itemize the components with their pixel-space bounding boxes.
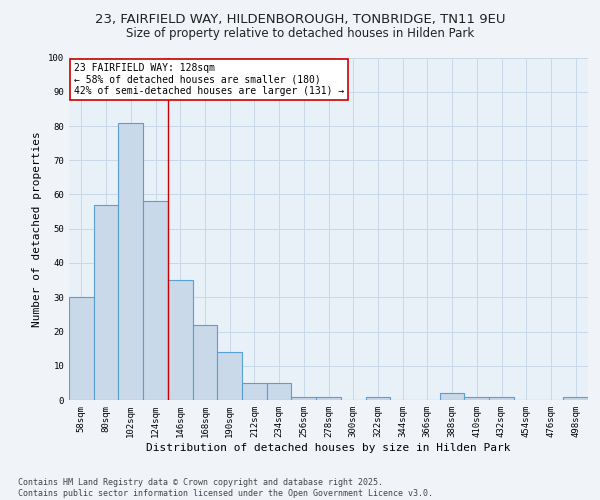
Bar	[316, 396, 341, 400]
Bar	[440, 393, 464, 400]
Bar	[464, 396, 489, 400]
Text: 23 FAIRFIELD WAY: 128sqm
← 58% of detached houses are smaller (180)
42% of semi-: 23 FAIRFIELD WAY: 128sqm ← 58% of detach…	[74, 62, 344, 96]
Bar	[365, 396, 390, 400]
Bar	[94, 205, 118, 400]
Text: 23, FAIRFIELD WAY, HILDENBOROUGH, TONBRIDGE, TN11 9EU: 23, FAIRFIELD WAY, HILDENBOROUGH, TONBRI…	[95, 12, 505, 26]
Bar	[143, 202, 168, 400]
Bar	[563, 396, 588, 400]
Bar	[217, 352, 242, 400]
Bar	[242, 383, 267, 400]
Y-axis label: Number of detached properties: Number of detached properties	[32, 131, 43, 326]
Bar	[489, 396, 514, 400]
Bar	[292, 396, 316, 400]
Bar	[193, 324, 217, 400]
Bar	[69, 297, 94, 400]
Bar	[267, 383, 292, 400]
Text: Contains HM Land Registry data © Crown copyright and database right 2025.
Contai: Contains HM Land Registry data © Crown c…	[18, 478, 433, 498]
Bar	[118, 122, 143, 400]
Text: Size of property relative to detached houses in Hilden Park: Size of property relative to detached ho…	[126, 28, 474, 40]
Bar	[168, 280, 193, 400]
X-axis label: Distribution of detached houses by size in Hilden Park: Distribution of detached houses by size …	[146, 442, 511, 452]
